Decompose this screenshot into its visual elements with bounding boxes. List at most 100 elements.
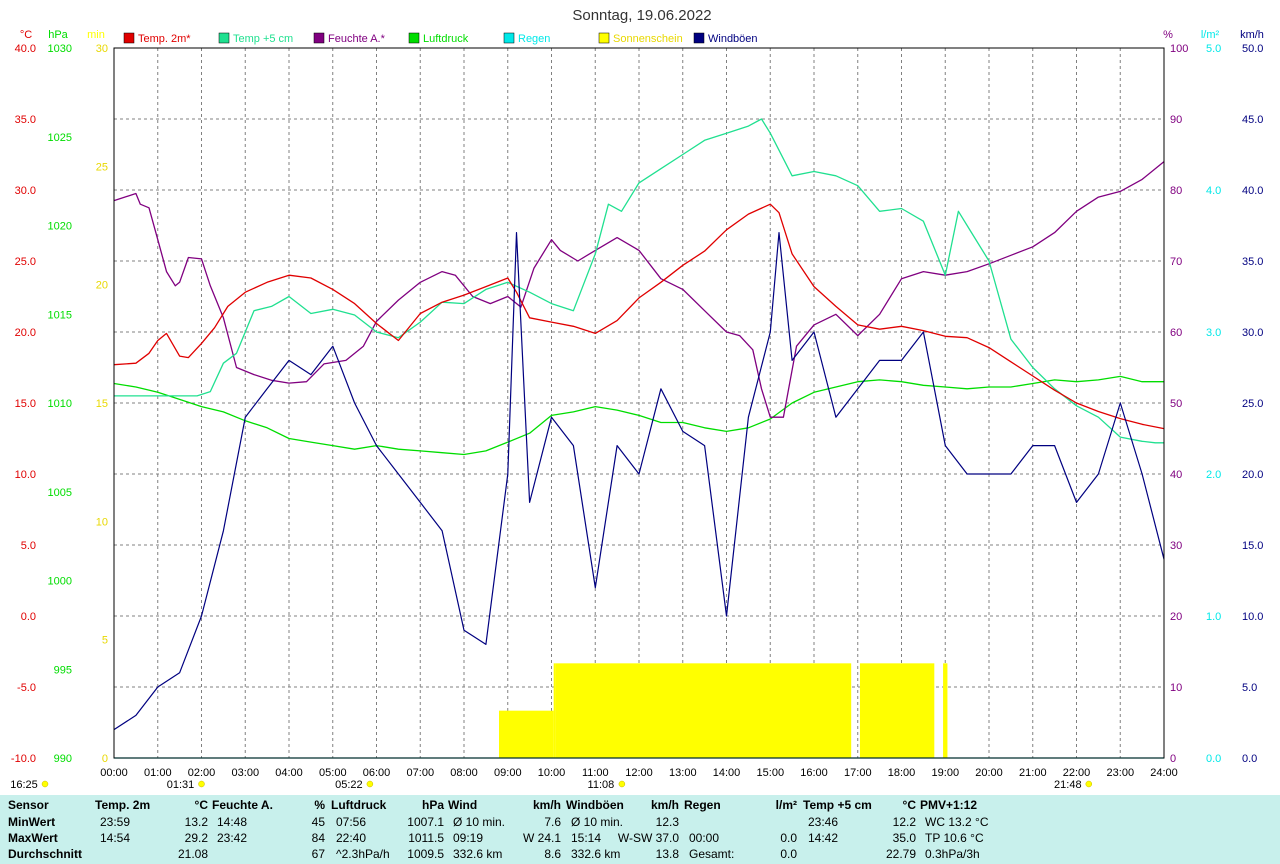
sun-tick-label: 15: [96, 398, 108, 410]
stats-cell-time: TP 10.6 °C: [925, 831, 984, 845]
stats-cell-time: 14:48: [217, 815, 248, 829]
stats-cell-value: 0.0: [780, 847, 797, 861]
x-tick-label: 08:00: [450, 767, 478, 779]
humidity-tick-label: 30: [1170, 540, 1182, 552]
stats-column-unit: l/m²: [775, 798, 797, 812]
humidity-tick-label: 20: [1170, 611, 1182, 623]
stats-cell-value: 21.08: [177, 847, 208, 861]
sun-tick-label: 20: [96, 280, 108, 292]
pressure-tick-label: 1030: [48, 43, 72, 55]
legend-label-wind: Windböen: [708, 33, 758, 45]
wind-tick-label: 5.0: [1242, 682, 1257, 694]
chart-legend: Temp. 2m* Temp +5 cm Feuchte A.* Luftdruck R…: [123, 32, 758, 45]
x-tick-label: 20:00: [975, 767, 1003, 779]
stats-row-label: Durchschnitt: [8, 847, 83, 861]
x-tick-label: 22:00: [1063, 767, 1091, 779]
stats-cell-time: 332.6 km: [453, 847, 503, 861]
legend-swatch-feuchte: [313, 32, 325, 44]
stats-row-label: MaxWert: [8, 831, 58, 845]
stats-cell-time: 00:00: [689, 831, 720, 845]
temp-tick-label: 30.0: [15, 185, 36, 197]
rain-tick-label: 5.0: [1206, 43, 1221, 55]
pressure-tick-label: 990: [54, 753, 72, 765]
x-tick-label: 21:00: [1019, 767, 1047, 779]
x-tick-label: 05:00: [319, 767, 347, 779]
pressure-tick-label: 1000: [48, 576, 72, 588]
stats-column-unit: %: [314, 798, 325, 812]
rain-tick-label: 1.0: [1206, 611, 1221, 623]
stats-max-row: MaxWert 14:54 29.2 23:42 84 22:40 1011.5 09:19 W…: [0, 831, 1280, 847]
stats-column-unit: °C: [194, 798, 208, 812]
stats-cell-time: 22:40: [336, 831, 367, 845]
stats-cell-time: 23:42: [217, 831, 248, 845]
temp-tick-label: 0.0: [21, 611, 36, 623]
x-tick-label: 00:00: [100, 767, 128, 779]
stats-column-header: Temp. 2m: [95, 798, 151, 812]
sun-marker-icon: [366, 780, 374, 788]
humidity-axis-unit: %: [1163, 29, 1173, 41]
stats-cell-time: WC 13.2 °C: [925, 815, 989, 829]
rain-axis-unit: l/m²: [1201, 29, 1220, 41]
wind-tick-label: 20.0: [1242, 469, 1263, 481]
weather-chart: Sonntag, 19.06.2022 °C hPa min % l/m² km…: [10, 7, 1264, 791]
pressure-tick-label: 1025: [48, 132, 72, 144]
stats-column-header: PMV+1:12: [920, 798, 978, 812]
x-tick-label: 12:00: [625, 767, 653, 779]
x-tick-label: 04:00: [275, 767, 303, 779]
pressure-tick-label: 1010: [48, 398, 72, 410]
rain-tick-label: 0.0: [1206, 753, 1221, 765]
stats-cell-value: 45: [311, 815, 325, 829]
sunshine-bar: [859, 663, 935, 758]
wind-axis-unit: km/h: [1240, 29, 1264, 41]
legend-label-regen: Regen: [518, 33, 550, 45]
sun-tick-label: 10: [96, 516, 108, 528]
humidity-tick-label: 0: [1170, 753, 1176, 765]
legend-label-temp2m: Temp. 2m*: [138, 33, 191, 45]
stats-cell-time: 07:56: [336, 815, 367, 829]
stats-cell-value: W 24.1: [522, 831, 561, 845]
rain-tick-label: 2.0: [1206, 469, 1221, 481]
stats-column-unit: km/h: [650, 798, 679, 812]
x-tick-label: 10:00: [538, 767, 566, 779]
stats-cell-value: 13.2: [184, 815, 208, 829]
stats-min-row: MinWert 23:59 13.2 14:48 45 07:56 1007.1 Ø 10 m…: [0, 815, 1280, 831]
humidity-tick-label: 90: [1170, 114, 1182, 126]
x-tick-label: 03:00: [232, 767, 260, 779]
humidity-tick-label: 40: [1170, 469, 1182, 481]
x-tick-label: 06:00: [363, 767, 391, 779]
stats-cell-value: 12.3: [655, 815, 679, 829]
wind-tick-label: 35.0: [1242, 256, 1263, 268]
stats-cell-value: 8.6: [544, 847, 561, 861]
sunshine-bar: [499, 710, 554, 758]
x-tick-label: 01:00: [144, 767, 172, 779]
stats-row-label: Sensor: [8, 798, 49, 812]
stats-cell-time: Ø 10 min.: [453, 815, 506, 829]
legend-swatch-sonne: [598, 32, 610, 44]
humidity-tick-label: 100: [1170, 43, 1188, 55]
sunshine-bar: [943, 663, 948, 758]
stats-cell-value: 1011.5: [408, 831, 444, 845]
sunshine-bar: [555, 663, 852, 758]
stats-cell-time: 332.6 km: [571, 847, 621, 861]
x-tick-label: 16:00: [800, 767, 828, 779]
pressure-tick-label: 1020: [48, 221, 72, 233]
sun-axis-unit: min: [87, 29, 105, 41]
wind-tick-label: 45.0: [1242, 114, 1263, 126]
rain-tick-label: 4.0: [1206, 185, 1221, 197]
stats-cell-value: 1007.1: [407, 815, 444, 829]
stats-cell-time: 14:42: [808, 831, 839, 845]
sun-tick-label: 30: [96, 43, 108, 55]
rain-tick-label: 3.0: [1206, 327, 1221, 339]
sun-marker-icon: [198, 780, 205, 788]
x-tick-label: 24:00: [1150, 767, 1178, 779]
temp-tick-label: 40.0: [15, 43, 36, 55]
astro-time-label: 05:22: [335, 779, 363, 791]
wind-tick-label: 0.0: [1242, 753, 1257, 765]
stats-column-unit: hPa: [421, 798, 444, 812]
stats-cell-time: 23:46: [808, 815, 839, 829]
stats-column-header: Regen: [684, 798, 721, 812]
x-tick-label: 23:00: [1107, 767, 1135, 779]
stats-cell-value: 13.8: [655, 847, 679, 861]
legend-swatch-regen: [503, 32, 515, 44]
legend-swatch-temp5cm: [218, 32, 230, 44]
